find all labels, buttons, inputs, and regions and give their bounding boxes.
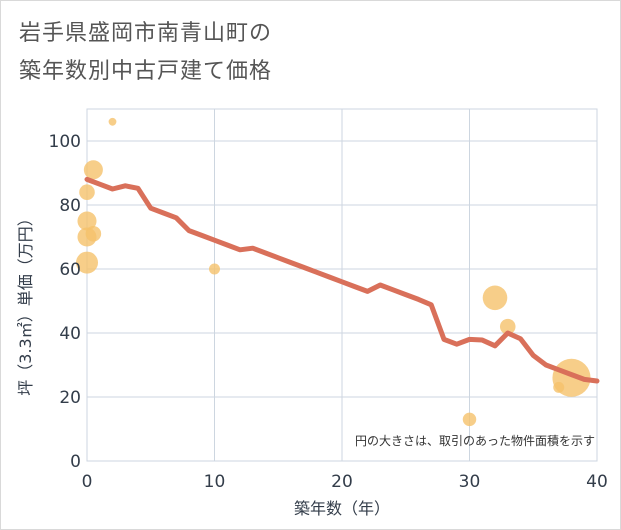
data-point [76, 251, 98, 274]
x-tick-label: 40 [586, 472, 608, 492]
y-tick-label: 100 [49, 132, 81, 152]
chart-title: 岩手県盛岡市南青山町の 築年数別中古戸建て価格 [19, 15, 272, 91]
data-point [83, 160, 103, 180]
data-point [108, 117, 117, 126]
y-tick-label: 0 [70, 452, 81, 472]
x-tick-label: 0 [82, 472, 93, 492]
data-point [462, 412, 477, 427]
x-tick-label: 10 [204, 472, 226, 492]
bubble-size-note: 円の大きさは、取引のあった物件面積を示す [355, 433, 595, 448]
data-point [85, 226, 102, 242]
data-point [77, 211, 97, 231]
y-axis-label: 坪（3.3㎡）単価（万円） [16, 210, 35, 395]
y-tick-label: 40 [59, 324, 81, 344]
y-tick-label: 60 [59, 260, 81, 280]
y-tick-label: 80 [59, 196, 81, 216]
trend-line [84, 176, 600, 384]
x-tick-label: 20 [331, 472, 353, 492]
data-point [499, 318, 516, 335]
chart-title-line1: 岩手県盛岡市南青山町の [19, 21, 273, 46]
data-point [209, 263, 220, 275]
x-axis-label: 築年数（年） [294, 499, 390, 518]
y-tick-label: 20 [59, 388, 81, 408]
x-tick-label: 30 [459, 472, 481, 492]
chart-title-line2: 築年数別中古戸建て価格 [19, 59, 273, 84]
data-point [552, 358, 591, 397]
data-point [482, 285, 508, 311]
data-point [79, 184, 95, 200]
